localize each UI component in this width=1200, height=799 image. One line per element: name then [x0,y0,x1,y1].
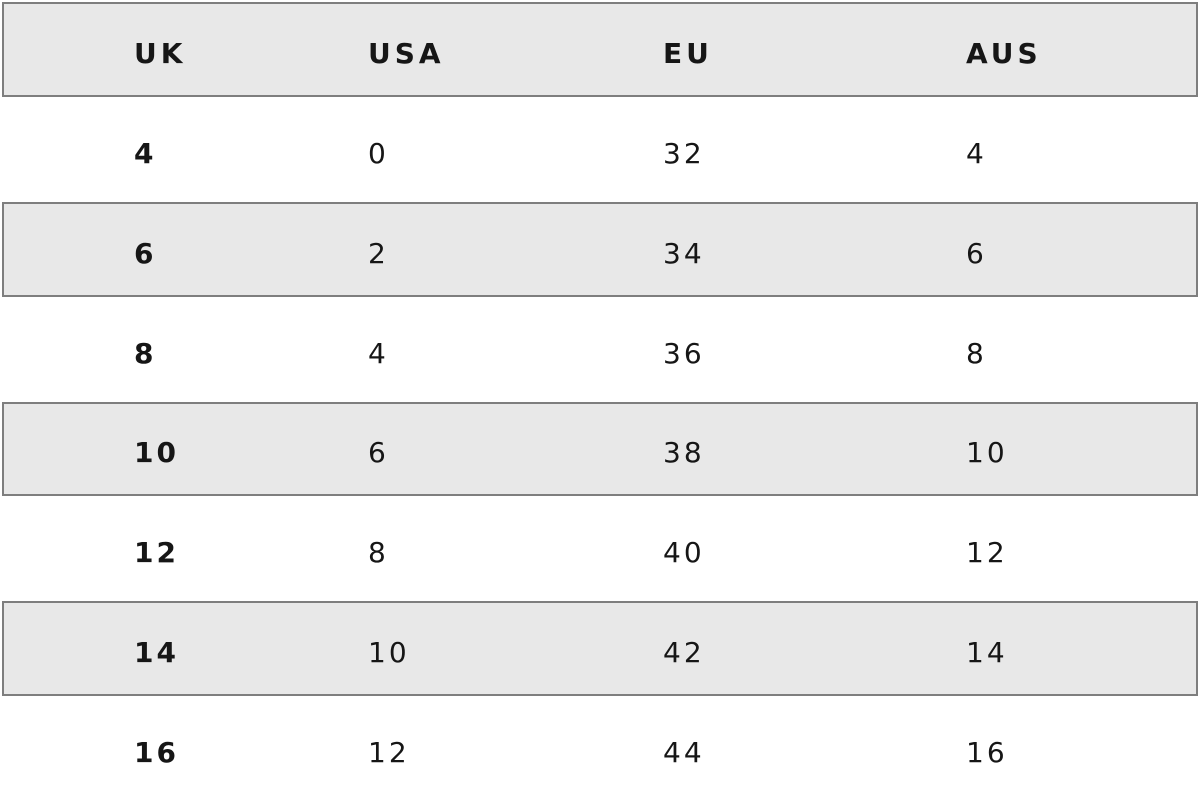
table-header-inner: UK USA EU AUS [2,2,1198,97]
table-row: 6 2 34 6 [0,200,1200,300]
cell-uk: 16 [134,736,179,770]
cell-aus: 14 [966,636,1008,670]
cell-uk: 14 [134,636,179,670]
cell-eu: 34 [663,236,705,270]
cell-aus: 10 [966,436,1008,470]
column-header-uk: UK [134,36,187,70]
cell-eu: 42 [663,636,705,670]
cell-eu: 36 [663,336,705,370]
cell-uk: 10 [134,436,179,470]
table-row: 8 4 36 8 [0,300,1200,400]
cell-aus: 16 [966,736,1008,770]
cell-uk: 6 [134,236,157,270]
cell-uk: 8 [134,336,157,370]
cell-aus: 4 [966,136,987,170]
cell-usa: 8 [368,536,389,570]
cell-aus: 6 [966,236,987,270]
table-row: 14 10 42 14 [0,599,1200,699]
column-header-eu: EU [663,36,713,70]
cell-usa: 0 [368,136,389,170]
cell-uk: 12 [134,536,179,570]
column-header-aus: AUS [966,36,1042,70]
table-row: 16 12 44 16 [0,699,1200,799]
cell-usa: 4 [368,336,389,370]
cell-usa: 6 [368,436,389,470]
cell-aus: 12 [966,536,1008,570]
cell-usa: 10 [368,636,410,670]
table-row: 12 8 40 12 [0,499,1200,599]
table-row: 10 6 38 10 [0,400,1200,500]
cell-usa: 2 [368,236,389,270]
table-row: 4 0 32 4 [0,100,1200,200]
cell-aus: 8 [966,336,987,370]
cell-eu: 44 [663,736,705,770]
cell-usa: 12 [368,736,410,770]
cell-uk: 4 [134,136,157,170]
cell-eu: 32 [663,136,705,170]
column-header-usa: USA [368,36,445,70]
table-header-row: UK USA EU AUS [0,0,1200,100]
cell-eu: 38 [663,436,705,470]
cell-eu: 40 [663,536,705,570]
